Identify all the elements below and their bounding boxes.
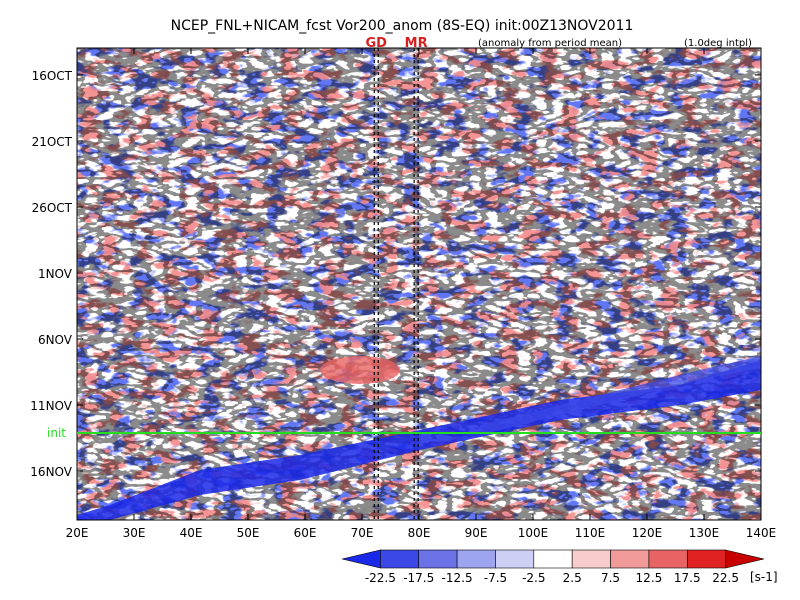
x-tick-label: 30E bbox=[123, 526, 146, 540]
y-tick-label: 21OCT bbox=[32, 135, 73, 149]
colorbar-arrow-low bbox=[341, 549, 381, 569]
chart-subtitle-right: (1.0deg intpl) bbox=[684, 38, 752, 49]
marker-lines bbox=[373, 48, 419, 520]
x-tick-label: 80E bbox=[408, 526, 431, 540]
colorbar-label: -7.5 bbox=[484, 571, 507, 585]
colorbar-label: 12.5 bbox=[636, 571, 663, 585]
marker-label-mr: MR bbox=[405, 36, 428, 51]
x-tick-label: 20E bbox=[66, 526, 89, 540]
x-tick-label: 100E bbox=[518, 526, 549, 540]
heatmap-field bbox=[77, 48, 761, 520]
y-tick-label: 1NOV bbox=[38, 267, 73, 281]
y-axis: 16OCT 21OCT 26OCT 1NOV 6NOV 11NOV 16NOV bbox=[30, 69, 761, 479]
colorbar-segment bbox=[418, 549, 458, 569]
x-tick-label: 140E bbox=[746, 526, 777, 540]
y-tick-label: 16OCT bbox=[32, 69, 73, 83]
x-tick-label: 120E bbox=[632, 526, 663, 540]
y-tick-label: 6NOV bbox=[38, 333, 73, 347]
colorbar-segment bbox=[456, 549, 496, 569]
colorbar-label: -2.5 bbox=[522, 571, 545, 585]
chart-title: NCEP_FNL+NICAM_fcst Vor200_anom (8S-EQ) … bbox=[171, 18, 634, 34]
colorbar-segment bbox=[571, 549, 611, 569]
colorbar-label: 7.5 bbox=[601, 571, 620, 585]
colorbar-segment bbox=[533, 549, 573, 569]
x-tick-label: 40E bbox=[180, 526, 203, 540]
colorbar-segment bbox=[380, 549, 420, 569]
blue-band-upper bbox=[480, 356, 761, 435]
marker-labels: GD MR bbox=[366, 36, 428, 51]
x-tick-label: 130E bbox=[689, 526, 720, 540]
y-tick-label: 26OCT bbox=[32, 201, 73, 215]
colorbar-segment bbox=[610, 549, 650, 569]
colorbar-label: -22.5 bbox=[365, 571, 396, 585]
colorbar-segment bbox=[648, 549, 688, 569]
x-tick-label: 90E bbox=[465, 526, 488, 540]
x-tick-label: 60E bbox=[294, 526, 317, 540]
init-label: init bbox=[47, 426, 66, 440]
colorbar-label: 2.5 bbox=[563, 571, 582, 585]
x-tick-label: 70E bbox=[351, 526, 374, 540]
marker-label-gd: GD bbox=[366, 36, 388, 51]
colorbar-segment bbox=[495, 549, 535, 569]
chart-subtitle-left: (anomaly from period mean) bbox=[478, 38, 622, 49]
colorbar-label: 17.5 bbox=[674, 571, 701, 585]
red-patch bbox=[320, 356, 400, 384]
colorbar-label: 22.5 bbox=[712, 571, 739, 585]
y-tick-label: 16NOV bbox=[30, 465, 72, 479]
x-axis: 20E 30E 40E 50E 60E 70E 80E 90E 100E 110E 120E 130E… bbox=[66, 48, 777, 540]
colorbar-label: -12.5 bbox=[442, 571, 473, 585]
y-tick-label: 11NOV bbox=[30, 399, 72, 413]
x-tick-label: 50E bbox=[237, 526, 260, 540]
colorbar-arrow-high bbox=[725, 549, 765, 569]
colorbar-label: -17.5 bbox=[403, 571, 434, 585]
colorbar-segment bbox=[686, 549, 726, 569]
colorbar-unit: [s-1] bbox=[750, 570, 778, 584]
x-tick-label: 110E bbox=[575, 526, 606, 540]
colorbar: -22.5 -17.5 -12.5 -7.5 -2.5 2.5 7.5 12.5 17.5 22.… bbox=[341, 549, 765, 585]
